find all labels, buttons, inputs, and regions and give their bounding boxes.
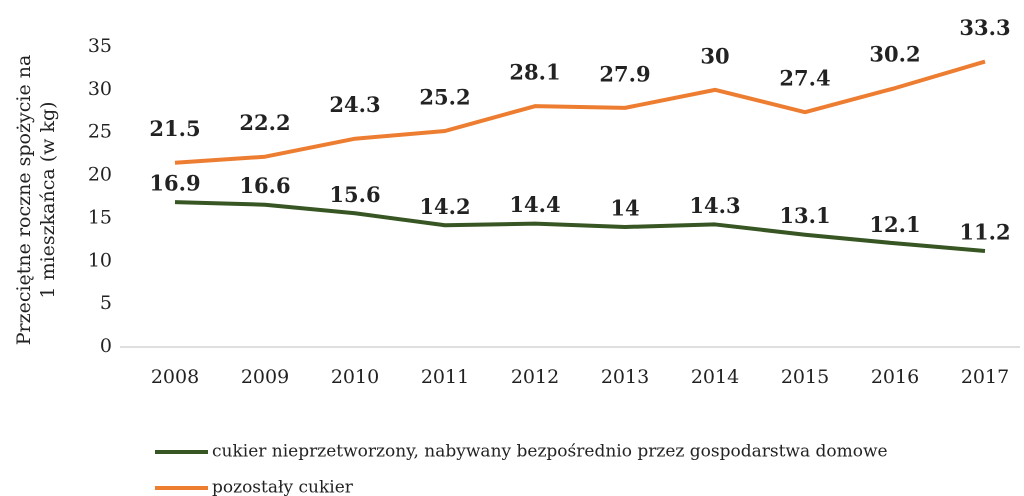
data-label: 28.1 [509, 60, 560, 85]
x-tick-label: 2011 [421, 366, 469, 388]
data-label: 22.2 [239, 110, 290, 135]
y-tick-label: 20 [88, 164, 112, 186]
x-tick-label: 2010 [331, 366, 379, 388]
x-tick-label: 2013 [601, 366, 649, 388]
data-label: 24.3 [329, 92, 380, 117]
data-label: 14.2 [419, 194, 470, 219]
x-tick-label: 2012 [511, 366, 559, 388]
data-label: 30 [700, 43, 729, 68]
y-axis-title: Przeciętne roczne spożycie na 1 mieszkań… [13, 55, 59, 346]
y-tick-label: 25 [88, 121, 112, 143]
legend-label: cukier nieprzetworzony, nabywany bezpośr… [212, 442, 888, 462]
data-label: 33.3 [959, 15, 1010, 40]
x-tick-label: 2009 [241, 366, 289, 388]
y-tick-label: 10 [88, 249, 112, 271]
data-label: 30.2 [869, 42, 920, 67]
y-axis-title-line: Przeciętne roczne spożycie na [13, 55, 35, 346]
x-tick-label: 2016 [871, 366, 919, 388]
data-label: 27.4 [779, 66, 830, 91]
data-label: 27.9 [599, 61, 650, 86]
x-tick-label: 2014 [691, 366, 739, 388]
data-label: 21.5 [149, 116, 200, 141]
legend-label: pozostały cukier [212, 478, 354, 496]
data-label: 14.4 [509, 192, 560, 217]
x-tick-label: 2017 [961, 366, 1009, 388]
y-tick-label: 30 [88, 78, 112, 100]
data-label: 16.6 [239, 173, 290, 198]
y-axis-title-line: 1 mieszkańca (w kg) [37, 101, 59, 298]
data-label: 16.9 [149, 171, 200, 196]
data-label: 14.3 [689, 193, 740, 218]
y-tick-label: 0 [100, 335, 112, 357]
y-tick-label: 35 [88, 35, 112, 57]
data-label: 14 [610, 196, 639, 221]
x-tick-label: 2015 [781, 366, 829, 388]
data-label: 11.2 [959, 220, 1010, 245]
y-tick-label: 5 [100, 292, 112, 314]
y-tick-label: 15 [88, 206, 112, 228]
data-label: 12.1 [869, 212, 920, 237]
series-line [174, 200, 986, 253]
data-label: 25.2 [419, 85, 470, 110]
series-line [174, 59, 986, 165]
data-label: 15.6 [329, 182, 380, 207]
x-tick-label: 2008 [151, 366, 199, 388]
data-label: 13.1 [779, 203, 830, 228]
